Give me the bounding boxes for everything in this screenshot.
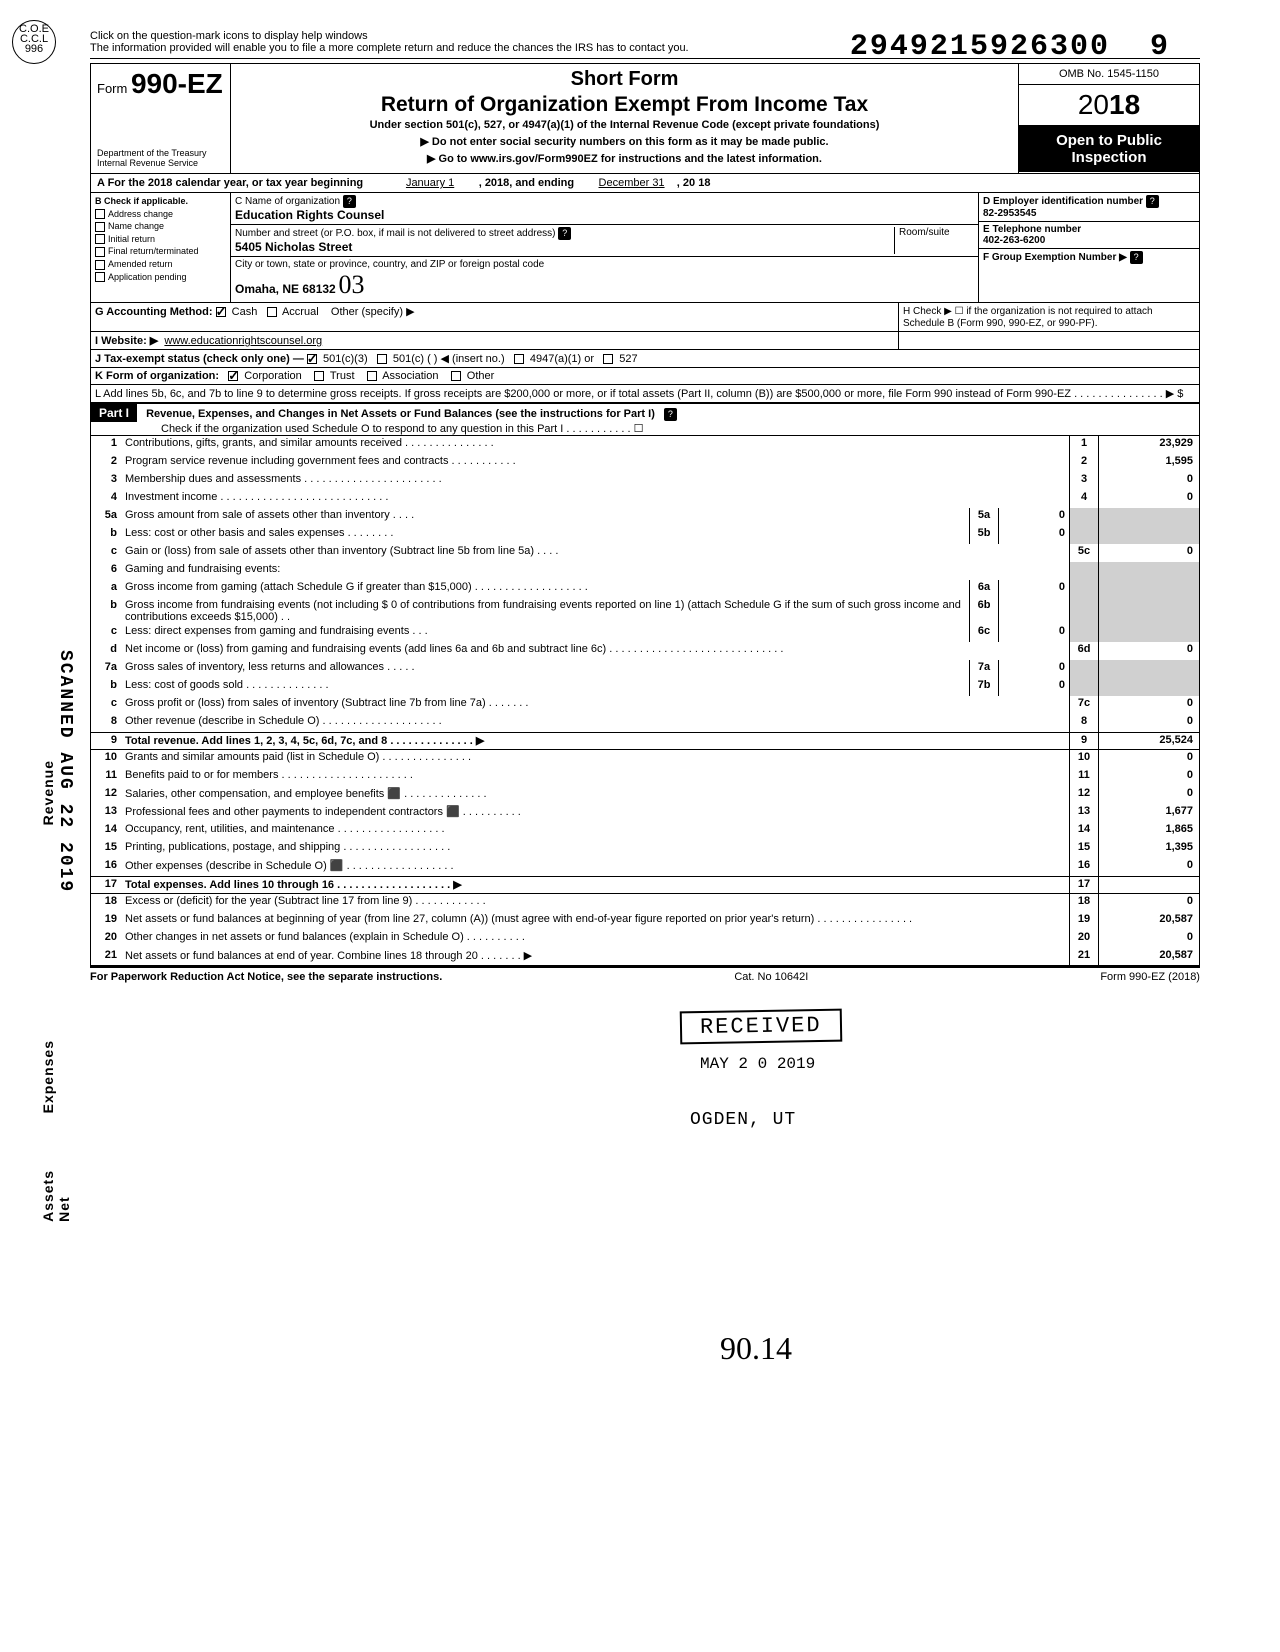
- line-a-tax-year: A For the 2018 calendar year, or tax yea…: [90, 174, 1200, 193]
- phone: 402-263-6200: [983, 235, 1045, 246]
- line-13: 13Professional fees and other payments t…: [90, 804, 1200, 822]
- part1-header: Part I Revenue, Expenses, and Changes in…: [90, 403, 1200, 435]
- help-icon[interactable]: ?: [343, 195, 356, 208]
- line-7c: cGross profit or (loss) from sales of in…: [90, 696, 1200, 714]
- section-b-through-f: B Check if applicable. Address change Na…: [90, 193, 1200, 303]
- form-header: Form 990-EZ Department of the Treasury I…: [90, 63, 1200, 174]
- side-label-revenue: Revenue: [40, 760, 56, 825]
- corner-logo: C.O.E C.C.L 996: [12, 20, 56, 64]
- line-10: 10Grants and similar amounts paid (list …: [90, 750, 1200, 768]
- line-15: 15Printing, publications, postage, and s…: [90, 840, 1200, 858]
- line-i-website: I Website: ▶ www.educationrightscounsel.…: [90, 332, 1200, 350]
- handwritten-sig: 90.14: [720, 1330, 792, 1367]
- scanned-stamp: SCANNED AUG 22 2019: [55, 650, 75, 893]
- ein: 82-2953545: [983, 208, 1036, 219]
- line-7a: 7aGross sales of inventory, less returns…: [90, 660, 1200, 678]
- side-label-netassets: Net Assets: [40, 1170, 72, 1222]
- open-to-public: Open to Public Inspection: [1019, 126, 1199, 172]
- line-17: 17Total expenses. Add lines 10 through 1…: [90, 876, 1200, 894]
- line-1: 1Contributions, gifts, grants, and simil…: [90, 436, 1200, 454]
- line-5a: 5aGross amount from sale of assets other…: [90, 508, 1200, 526]
- line-6: 6Gaming and fundraising events:: [90, 562, 1200, 580]
- line-16: 16Other expenses (describe in Schedule O…: [90, 858, 1200, 876]
- help-icon[interactable]: ?: [1146, 195, 1159, 208]
- tax-year: 2018: [1019, 85, 1199, 126]
- line-k-form: K Form of organization: Corporation Trus…: [90, 368, 1200, 385]
- received-date: MAY 2 0 2019: [700, 1055, 815, 1073]
- line-l: L Add lines 5b, 6c, and 7b to line 9 to …: [90, 385, 1200, 403]
- dln-number: 2949215926300 9: [850, 30, 1170, 64]
- org-name: Education Rights Counsel: [235, 208, 384, 222]
- line-12: 12Salaries, other compensation, and empl…: [90, 786, 1200, 804]
- line-j-status: J Tax-exempt status (check only one) — 5…: [90, 350, 1200, 368]
- omb-number: OMB No. 1545-1150: [1019, 64, 1199, 85]
- line-7b: bLess: cost of goods sold . . . . . . . …: [90, 678, 1200, 696]
- received-stamp: RECEIVED: [680, 1009, 842, 1045]
- help-icon[interactable]: ?: [558, 227, 571, 240]
- help-icon[interactable]: ?: [664, 408, 677, 421]
- line-4: 4Investment income . . . . . . . . . . .…: [90, 490, 1200, 508]
- side-label-expenses: Expenses: [40, 1040, 56, 1113]
- line-2: 2Program service revenue including gover…: [90, 454, 1200, 472]
- line-19: 19Net assets or fund balances at beginni…: [90, 912, 1200, 930]
- line-14: 14Occupancy, rent, utilities, and mainte…: [90, 822, 1200, 840]
- line-3: 3Membership dues and assessments . . . .…: [90, 472, 1200, 490]
- line-6b: bGross income from fundraising events (n…: [90, 598, 1200, 624]
- short-form-title: Short Form: [239, 68, 1010, 91]
- city: Omaha, NE 68132: [235, 282, 336, 296]
- line-20: 20Other changes in net assets or fund ba…: [90, 930, 1200, 948]
- line-6c: cLess: direct expenses from gaming and f…: [90, 624, 1200, 642]
- form-footer: For Paperwork Reduction Act Notice, see …: [90, 967, 1200, 986]
- line-8: 8Other revenue (describe in Schedule O) …: [90, 714, 1200, 732]
- line-18: 18Excess or (deficit) for the year (Subt…: [90, 894, 1200, 912]
- line-6d: dNet income or (loss) from gaming and fu…: [90, 642, 1200, 660]
- help-icon[interactable]: ?: [1130, 251, 1143, 264]
- line-g-h: G Accounting Method: Cash Accrual Other …: [90, 303, 1200, 332]
- line-9: 9Total revenue. Add lines 1, 2, 3, 4, 5c…: [90, 732, 1200, 750]
- main-title: Return of Organization Exempt From Incom…: [239, 93, 1010, 117]
- line-5b: bLess: cost or other basis and sales exp…: [90, 526, 1200, 544]
- line-6a: aGross income from gaming (attach Schedu…: [90, 580, 1200, 598]
- line-21: 21Net assets or fund balances at end of …: [90, 948, 1200, 966]
- website: www.educationrightscounsel.org: [164, 335, 322, 347]
- ogden-stamp: OGDEN, UT: [690, 1110, 796, 1130]
- line-11: 11Benefits paid to or for members . . . …: [90, 768, 1200, 786]
- line-5c: cGain or (loss) from sale of assets othe…: [90, 544, 1200, 562]
- street: 5405 Nicholas Street: [235, 240, 352, 254]
